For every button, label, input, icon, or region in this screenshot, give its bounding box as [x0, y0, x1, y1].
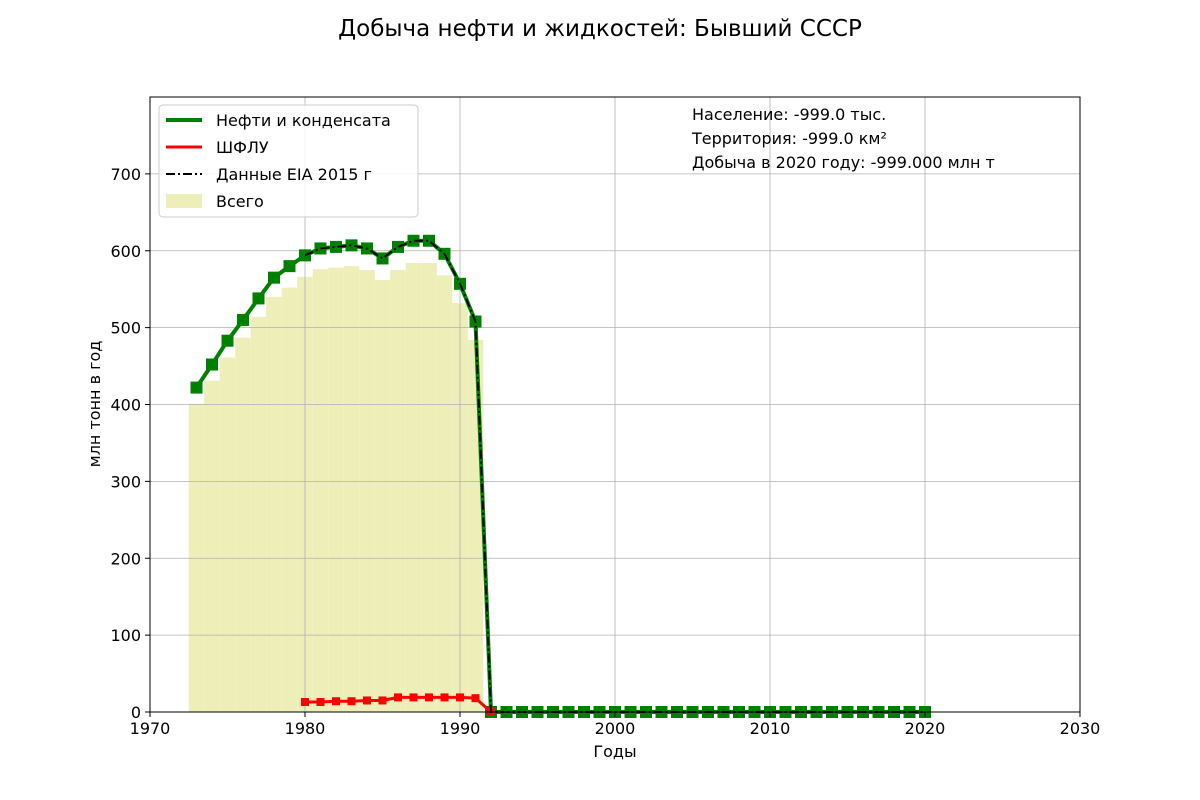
- y-tick-label: 700: [110, 165, 141, 184]
- bar-total: [359, 269, 375, 712]
- oil-series-marker: [206, 358, 218, 371]
- info-line: Добыча в 2020 году: -999.000 млн т: [692, 153, 995, 172]
- y-tick-label: 400: [110, 396, 141, 415]
- ngl-series-marker: [425, 693, 433, 702]
- oil-series-marker: [190, 381, 203, 394]
- y-axis-label: млн тонн в год: [85, 341, 104, 468]
- oil-series-marker: [407, 234, 420, 247]
- y-tick-label: 300: [110, 472, 141, 491]
- oil-series-marker: [221, 334, 234, 347]
- bar-total: [250, 316, 267, 712]
- y-tick-label: 0: [131, 703, 141, 722]
- ngl-series-marker: [456, 693, 464, 702]
- ngl-series-marker: [347, 697, 356, 706]
- legend: Нефти и конденсата ШФЛУ Данные EIA 2015 г В…: [158, 104, 419, 218]
- bar-total: [421, 263, 437, 712]
- oil-series-marker: [283, 260, 296, 273]
- ngl-series-marker: [409, 693, 418, 702]
- oil-series-marker: [330, 240, 342, 253]
- bar-total: [390, 269, 406, 712]
- bar-total: [281, 287, 298, 712]
- x-tick-label: 1980: [285, 719, 326, 738]
- x-tick-label: 2030: [1060, 719, 1101, 738]
- y-tick-label: 500: [110, 319, 141, 338]
- bar-total: [328, 267, 344, 712]
- ngl-series-marker: [332, 697, 340, 706]
- ngl-series-marker: [440, 693, 449, 702]
- eia-series-line: [304, 239, 925, 713]
- info-line: Население: -999.0 тыс.: [692, 105, 886, 124]
- oil-series-marker: [268, 271, 280, 284]
- chart-title: Добыча нефти и жидкостей: Бывший СССР: [338, 16, 862, 42]
- bar-total: [374, 279, 391, 712]
- ngl-series-marker: [363, 696, 371, 705]
- oil-series-marker: [237, 313, 249, 326]
- x-tick-label: 1970: [130, 719, 171, 738]
- bar-total: [219, 357, 236, 712]
- x-tick-label: 2020: [905, 719, 946, 738]
- legend-label: Нефти и конденсата: [216, 111, 391, 130]
- legend-swatch-total: [166, 194, 202, 208]
- info-line: Территория: -999.0 км²: [691, 129, 887, 148]
- bar-total: [467, 339, 484, 712]
- info-box: Население: -999.0 тыс. Территория: -999.0…: [691, 105, 995, 172]
- bar-total: [343, 266, 360, 712]
- legend-label: ШФЛУ: [216, 138, 269, 157]
- bar-total: [204, 380, 220, 712]
- legend-label: Всего: [216, 192, 264, 211]
- oil-series-marker: [345, 239, 358, 252]
- x-tick-label: 1990: [440, 719, 481, 738]
- y-tick-label: 600: [110, 242, 141, 261]
- ngl-series-marker: [301, 698, 309, 707]
- bar-total: [266, 296, 282, 712]
- bar-total: [436, 275, 453, 712]
- ngl-series-marker: [316, 698, 325, 707]
- ngl-series-marker: [471, 694, 480, 703]
- legend-label: Данные EIA 2015 г: [216, 165, 372, 184]
- bar-total: [312, 269, 329, 712]
- ngl-series-marker: [394, 693, 402, 702]
- y-tick-label: 200: [110, 549, 141, 568]
- bar-total: [405, 263, 422, 712]
- x-tick-label: 2000: [595, 719, 636, 738]
- x-axis-label: Годы: [593, 742, 636, 761]
- oil-series-marker: [392, 240, 404, 253]
- legend-box: [158, 104, 419, 218]
- oil-series-marker: [314, 242, 327, 255]
- x-tick-label: 2010: [750, 719, 791, 738]
- oil-series-marker: [252, 292, 265, 305]
- ngl-series-marker: [378, 696, 387, 705]
- bar-total: [235, 337, 251, 712]
- plot-area: 1970 1980 1990 2000 2010 2020 2030 0 100 200 300 40…: [110, 96, 1101, 738]
- y-tick-label: 100: [110, 626, 141, 645]
